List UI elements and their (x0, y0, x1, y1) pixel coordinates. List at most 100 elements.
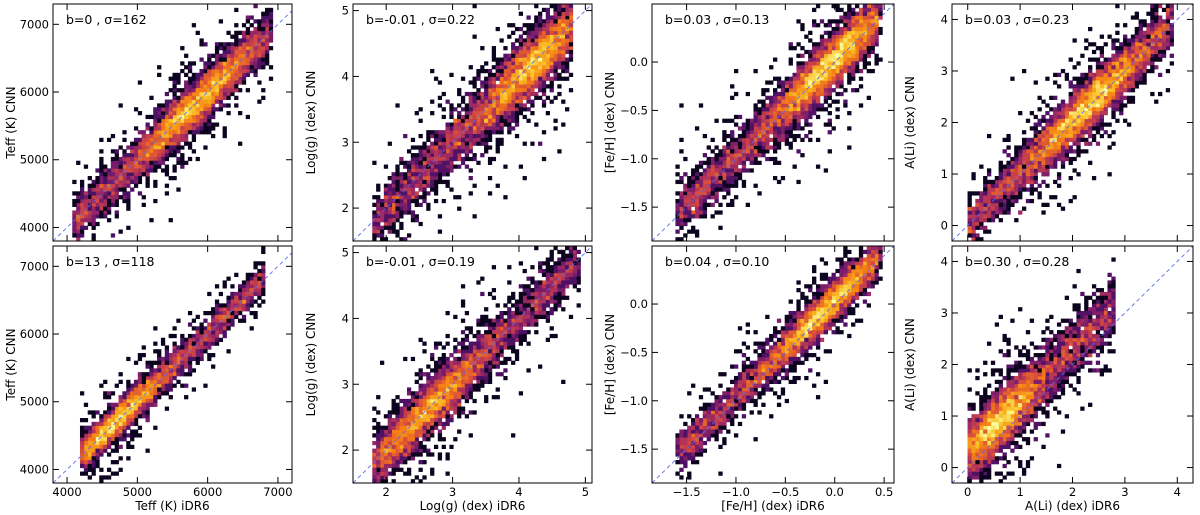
density-cell (118, 456, 123, 461)
density-cell (773, 130, 778, 135)
density-cell (545, 53, 550, 58)
y-tick-label: 7000 (20, 259, 49, 273)
density-cell (499, 88, 504, 93)
density-cell (780, 133, 786, 139)
density-cell (1095, 84, 1101, 89)
density-cell (83, 452, 89, 457)
density-cell (1095, 103, 1101, 108)
density-cell (870, 49, 875, 55)
density-cell (241, 303, 247, 308)
density-cell (1014, 160, 1019, 165)
density-cell (741, 168, 747, 173)
density-cell (1146, 38, 1151, 43)
density-cell (153, 398, 158, 404)
density-cell (851, 57, 856, 62)
density-cell (141, 395, 146, 400)
density-cell (827, 61, 832, 66)
density-cell (691, 191, 696, 196)
density-cell (230, 310, 235, 316)
density-cell (549, 291, 554, 297)
density-cell (553, 280, 558, 285)
density-cell (1041, 130, 1046, 135)
density-cell (153, 160, 158, 165)
density-cell (426, 191, 431, 196)
density-cell (441, 406, 446, 411)
density-cell (79, 229, 85, 234)
density-cell (511, 318, 516, 323)
density-cell (530, 99, 535, 104)
density-cell (464, 375, 470, 381)
density-cell (518, 322, 524, 327)
density-cell (694, 214, 700, 219)
density-cell (687, 198, 692, 204)
density-cell (184, 372, 189, 377)
density-cell (1088, 72, 1093, 78)
density-cell (403, 414, 408, 419)
density-cell (391, 448, 396, 453)
density-cell (222, 133, 227, 139)
density-cell (445, 398, 450, 404)
density-cell (1072, 130, 1077, 135)
density-cell (534, 299, 539, 304)
density-cell (249, 295, 254, 300)
density-cell (691, 176, 696, 181)
density-cell (526, 72, 531, 78)
density-cell (514, 95, 520, 100)
density-cell (812, 111, 817, 116)
density-cell (553, 126, 558, 131)
density-cell (437, 168, 443, 173)
density-cell (737, 160, 743, 165)
density-cell (780, 103, 786, 108)
density-cell (514, 314, 520, 320)
density-cell (530, 23, 535, 28)
density-cell (257, 26, 262, 32)
density-cell (526, 91, 531, 97)
density-cell (979, 221, 984, 227)
density-cell (141, 149, 146, 154)
density-cell (561, 26, 566, 32)
density-cell (769, 103, 774, 108)
density-cell (1025, 149, 1031, 154)
density-cell (211, 307, 216, 312)
density-cell (1138, 30, 1143, 35)
density-cell (460, 118, 466, 123)
density-cell (698, 210, 704, 215)
density-cell (449, 353, 454, 358)
density-cell (1025, 198, 1031, 204)
density-cell (406, 198, 412, 204)
density-cell (1161, 23, 1167, 28)
density-cell (503, 111, 508, 116)
density-cell (687, 218, 692, 223)
density-cell (986, 133, 992, 139)
density-cell (1084, 107, 1089, 112)
density-cell (522, 49, 527, 55)
density-cell (971, 191, 976, 196)
density-cell (1111, 42, 1116, 47)
density-cell (418, 387, 423, 392)
density-cell (1123, 80, 1128, 85)
density-cell (1103, 84, 1108, 89)
density-cell (464, 118, 470, 123)
density-cell (238, 284, 243, 289)
density-cell (1111, 130, 1116, 135)
density-cell (468, 176, 473, 181)
density-cell (122, 137, 127, 143)
density-cell (687, 214, 692, 219)
density-cell (376, 471, 381, 476)
density-cell (1138, 68, 1143, 74)
density-cell (495, 84, 500, 89)
density-cell (796, 80, 801, 85)
density-cell (414, 179, 419, 185)
density-cell (745, 149, 750, 154)
density-cell (226, 57, 231, 62)
density-cell (804, 68, 809, 74)
density-cell (835, 68, 840, 74)
density-cell (1158, 15, 1163, 20)
density-cell (796, 61, 801, 66)
density-cell (399, 444, 404, 449)
density-cell (445, 130, 450, 135)
density-cell (776, 179, 782, 185)
density-cell (418, 156, 423, 162)
density-cell (83, 418, 89, 423)
density-cell (792, 133, 797, 139)
